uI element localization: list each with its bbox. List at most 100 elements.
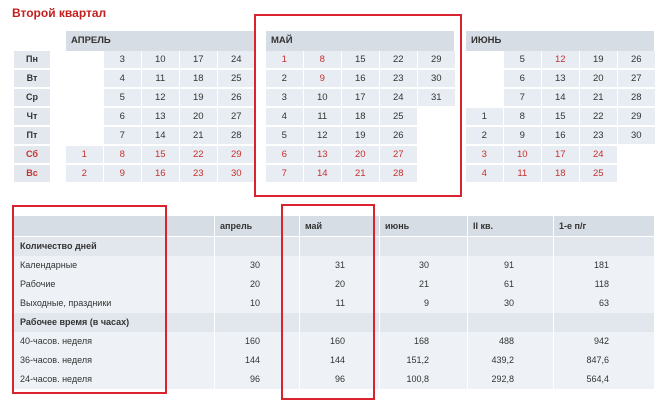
weekday-label: Чт	[14, 108, 50, 125]
section-row: Количество дней	[14, 237, 654, 256]
calendar-day: 8	[504, 108, 541, 125]
table-cell: 30	[418, 260, 429, 270]
table-cell	[454, 237, 514, 255]
calendar-day: 14	[142, 127, 179, 144]
row-label: 24-часов. неделя	[20, 374, 92, 384]
column-divider	[553, 294, 554, 313]
calendar-day: 25	[218, 70, 255, 87]
column-divider	[299, 275, 300, 294]
section-label: Количество дней	[20, 241, 97, 251]
table-cell	[454, 313, 514, 331]
table-cell: 181	[593, 260, 609, 270]
row-label: Календарные	[20, 260, 78, 270]
calendar-day: 25	[380, 108, 417, 125]
calendar-day: 17	[542, 146, 579, 163]
column-divider	[553, 332, 554, 351]
table-row: 36-часов. неделя 144 144 151,2 439,2 847,6	[14, 351, 654, 370]
column-divider	[467, 237, 468, 256]
calendar-day: 28	[618, 89, 655, 106]
column-divider	[553, 237, 554, 256]
calendar-day: 10	[142, 51, 179, 68]
calendar-week-row: 1 8 15 22 29	[66, 146, 256, 165]
column-divider	[467, 216, 468, 236]
column-divider	[214, 256, 215, 275]
calendar-day: 5	[266, 127, 303, 144]
calendar-day: 2	[466, 127, 503, 144]
calendar-day: 29	[618, 108, 655, 125]
table-row: Календарные 30 31 30 91 181	[14, 256, 654, 275]
calendar-empty-cell	[66, 108, 103, 125]
calendar-day: 2	[266, 70, 303, 87]
weekday-label: Пт	[14, 127, 50, 144]
table-row: Рабочие 20 20 21 61 118	[14, 275, 654, 294]
column-divider	[553, 351, 554, 370]
table-cell: 292,8	[491, 374, 514, 384]
table-cell: 20	[249, 279, 260, 289]
column-divider	[467, 313, 468, 332]
row-label: 40-часов. неделя	[20, 336, 92, 346]
table-cell: 160	[329, 336, 345, 346]
calendar-day: 24	[380, 89, 417, 106]
column-divider	[379, 237, 380, 256]
column-header: 1-е п/г	[559, 221, 587, 231]
calendar-day: 17	[180, 51, 217, 68]
calendar-day: 19	[180, 89, 217, 106]
table-cell: 96	[249, 374, 260, 384]
calendar-day: 9	[304, 70, 341, 87]
calendar-day: 27	[618, 70, 655, 87]
column-divider	[467, 351, 468, 370]
calendar-day: 20	[180, 108, 217, 125]
calendar-week-row: 3 10 17 24 31	[266, 89, 456, 108]
calendar-day: 6	[104, 108, 141, 125]
column-divider	[553, 275, 554, 294]
calendar-day: 5	[504, 51, 541, 68]
calendar-week-row: 7 14 21 28	[66, 127, 256, 146]
calendar-day: 7	[266, 165, 303, 182]
column-divider	[553, 370, 554, 389]
column-divider	[467, 370, 468, 389]
month-header: МАЙ	[266, 31, 454, 51]
calendar-day: 25	[580, 165, 617, 182]
table-cell: 144	[244, 355, 260, 365]
may-calendar-highlight-box	[254, 14, 462, 197]
calendar-day: 16	[342, 70, 379, 87]
calendar-day: 29	[218, 146, 255, 163]
weekday-label: Пн	[14, 51, 50, 68]
calendar-day: 21	[180, 127, 217, 144]
table-cell: 10	[249, 298, 260, 308]
column-divider	[553, 256, 554, 275]
column-divider	[379, 294, 380, 313]
calendar-week-row: 5 12 19 26	[266, 127, 456, 146]
calendar-day: 18	[542, 165, 579, 182]
calendar-week-row: 3 10 17 24	[66, 51, 256, 70]
calendar-empty-cell	[66, 89, 103, 106]
calendar-empty-cell	[618, 165, 655, 182]
column-divider	[467, 256, 468, 275]
table-cell: 20	[334, 279, 345, 289]
row-label: 36-часов. неделя	[20, 355, 92, 365]
table-cell: 168	[413, 336, 429, 346]
calendar-day: 19	[580, 51, 617, 68]
calendar-day: 22	[380, 51, 417, 68]
calendar-week-row: 1 8 15 22 29	[466, 108, 656, 127]
column-divider	[214, 313, 215, 332]
page-title: Второй квартал	[12, 6, 107, 20]
column-divider	[214, 275, 215, 294]
calendar-day: 22	[580, 108, 617, 125]
calendar-day: 7	[104, 127, 141, 144]
calendar-day: 11	[142, 70, 179, 87]
table-cell: 91	[503, 260, 514, 270]
calendar-day: 4	[104, 70, 141, 87]
calendar-week-row: 4 11 18 25	[66, 70, 256, 89]
column-divider	[214, 370, 215, 389]
may-column-highlight-box	[281, 204, 375, 400]
calendar-day: 21	[580, 89, 617, 106]
column-header: II кв.	[473, 221, 494, 231]
column-divider	[214, 216, 215, 236]
calendar-day: 30	[418, 70, 455, 87]
weekday-label: Вс	[14, 165, 50, 182]
calendar-day: 9	[104, 165, 141, 182]
calendar-day: 6	[504, 70, 541, 87]
table-cell: 11	[335, 298, 345, 308]
calendar-day: 28	[218, 127, 255, 144]
